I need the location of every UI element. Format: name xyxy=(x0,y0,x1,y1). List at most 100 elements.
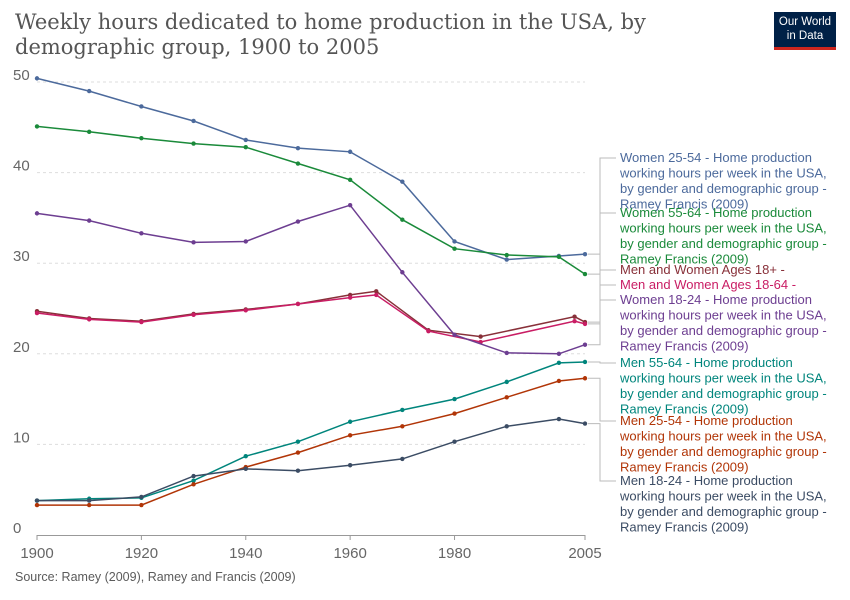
data-point[interactable] xyxy=(347,463,353,468)
data-point[interactable] xyxy=(347,419,353,424)
data-point[interactable] xyxy=(556,378,562,384)
data-point[interactable] xyxy=(504,379,509,385)
data-point[interactable] xyxy=(572,314,577,319)
data-point[interactable] xyxy=(243,239,248,244)
data-point[interactable] xyxy=(582,321,588,327)
data-point[interactable] xyxy=(504,395,509,400)
data-point[interactable] xyxy=(556,351,562,356)
data-point[interactable] xyxy=(504,350,509,356)
data-point[interactable] xyxy=(86,502,92,508)
data-point[interactable] xyxy=(34,124,40,129)
series-2[interactable] xyxy=(34,289,588,339)
series-line[interactable] xyxy=(36,204,586,355)
data-point[interactable] xyxy=(34,502,40,508)
series-0[interactable] xyxy=(34,76,588,262)
data-point[interactable] xyxy=(34,310,40,316)
data-point[interactable] xyxy=(426,328,431,334)
data-point[interactable] xyxy=(139,135,144,141)
data-point[interactable] xyxy=(347,203,353,208)
series-line[interactable] xyxy=(36,361,586,502)
data-point[interactable] xyxy=(243,145,248,150)
data-point[interactable] xyxy=(582,421,588,426)
data-point[interactable] xyxy=(572,318,577,324)
data-point[interactable] xyxy=(452,411,457,416)
data-point[interactable] xyxy=(191,478,196,483)
series-line[interactable] xyxy=(37,418,586,502)
data-point[interactable] xyxy=(295,439,301,444)
series-3[interactable] xyxy=(34,292,588,345)
data-point[interactable] xyxy=(504,257,509,262)
data-point[interactable] xyxy=(139,104,144,109)
data-point[interactable] xyxy=(504,424,509,429)
data-point[interactable] xyxy=(556,360,562,366)
data-point[interactable] xyxy=(452,396,457,402)
series-line[interactable] xyxy=(36,290,586,338)
data-point[interactable] xyxy=(295,468,301,473)
data-point[interactable] xyxy=(400,179,405,184)
series-line[interactable] xyxy=(36,125,586,275)
series-5[interactable] xyxy=(34,359,588,503)
data-point[interactable] xyxy=(556,254,562,260)
data-point[interactable] xyxy=(452,439,457,444)
data-point[interactable] xyxy=(243,453,248,459)
data-point[interactable] xyxy=(139,502,144,508)
series-6[interactable] xyxy=(34,376,588,508)
data-point[interactable] xyxy=(400,270,405,275)
data-point[interactable] xyxy=(400,407,405,413)
data-point[interactable] xyxy=(86,129,92,135)
data-point[interactable] xyxy=(191,312,196,318)
data-point[interactable] xyxy=(139,319,144,325)
data-point[interactable] xyxy=(86,317,92,322)
data-point[interactable] xyxy=(295,301,301,307)
data-point[interactable] xyxy=(347,149,353,154)
data-point[interactable] xyxy=(374,292,379,298)
data-point[interactable] xyxy=(582,359,588,365)
data-point[interactable] xyxy=(191,141,196,146)
data-point[interactable] xyxy=(86,88,92,94)
data-point[interactable] xyxy=(504,252,509,258)
data-point[interactable] xyxy=(582,376,588,381)
data-point[interactable] xyxy=(374,289,379,294)
data-point[interactable] xyxy=(34,498,40,503)
data-point[interactable] xyxy=(191,482,196,487)
data-point[interactable] xyxy=(34,211,40,216)
data-point[interactable] xyxy=(86,218,92,223)
data-point[interactable] xyxy=(34,76,40,81)
data-point[interactable] xyxy=(400,424,405,429)
data-point[interactable] xyxy=(478,334,483,339)
data-point[interactable] xyxy=(191,118,196,124)
data-point[interactable] xyxy=(400,456,405,462)
data-point[interactable] xyxy=(243,308,248,313)
data-point[interactable] xyxy=(139,231,144,236)
data-point[interactable] xyxy=(347,177,353,183)
data-point[interactable] xyxy=(191,240,196,245)
data-point[interactable] xyxy=(582,342,588,347)
series-4[interactable] xyxy=(34,203,588,356)
data-point[interactable] xyxy=(347,433,353,438)
data-point[interactable] xyxy=(243,466,248,472)
series-1[interactable] xyxy=(34,124,588,277)
data-point[interactable] xyxy=(556,416,562,422)
data-point[interactable] xyxy=(400,217,405,222)
data-point[interactable] xyxy=(295,161,301,166)
series-line[interactable] xyxy=(37,377,586,506)
series-7[interactable] xyxy=(34,416,588,503)
legend-entry-3[interactable]: Men and Women Ages 18-64 - xyxy=(620,277,796,292)
data-point[interactable] xyxy=(582,251,588,257)
data-point[interactable] xyxy=(243,137,248,143)
data-point[interactable] xyxy=(582,271,588,277)
owid-logo[interactable]: Our World in Data xyxy=(774,12,836,50)
legend-entry-2[interactable]: Men and Women Ages 18+ - xyxy=(620,262,785,277)
series-line[interactable] xyxy=(36,294,586,343)
data-point[interactable] xyxy=(452,239,457,244)
series-line[interactable] xyxy=(36,77,586,261)
data-point[interactable] xyxy=(295,450,301,455)
data-point[interactable] xyxy=(452,246,457,251)
data-point[interactable] xyxy=(452,332,457,337)
